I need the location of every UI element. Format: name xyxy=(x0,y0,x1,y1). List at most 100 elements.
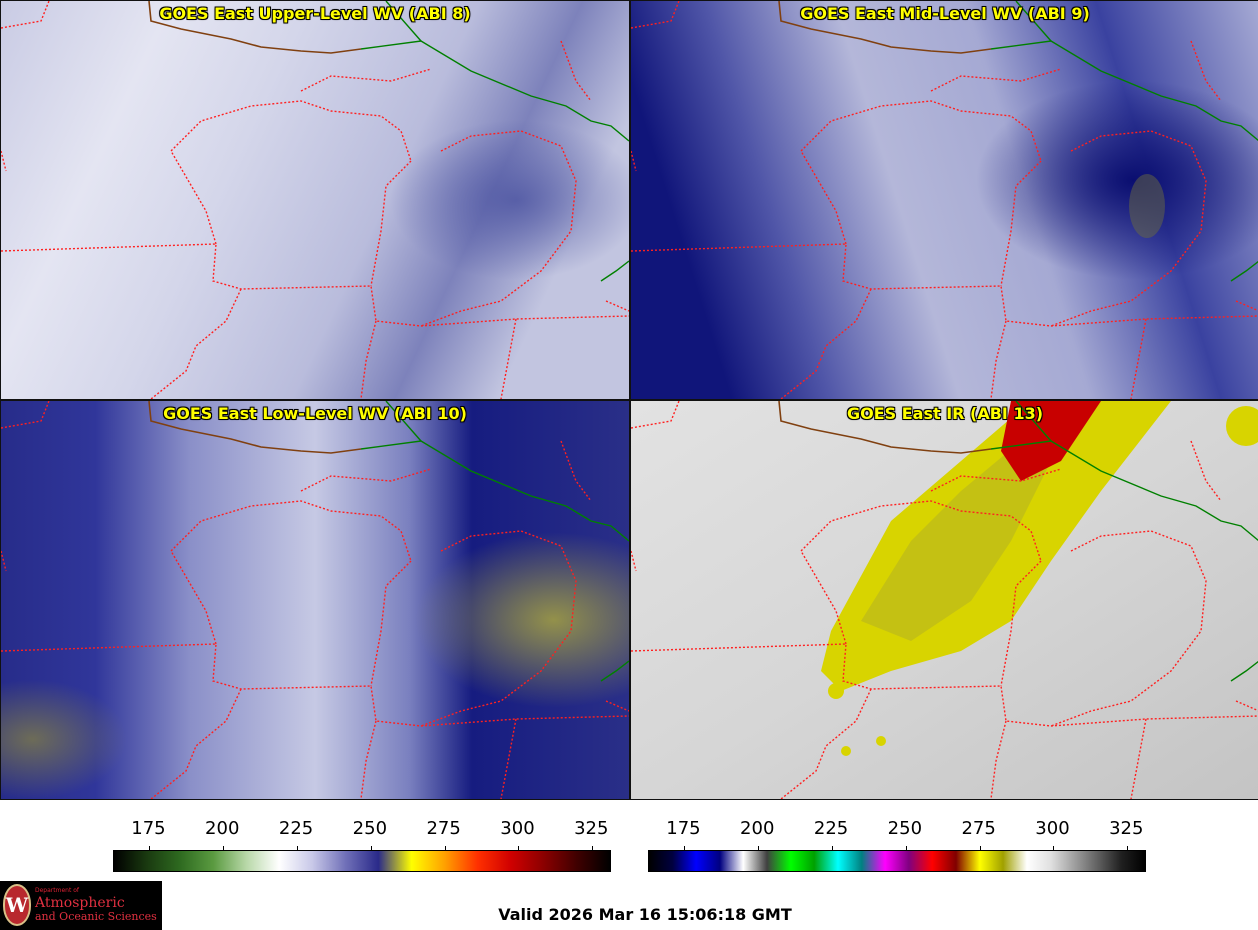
colorbar-tick-label: 175 xyxy=(666,818,701,839)
map-border-line xyxy=(605,300,629,312)
aos-department-logo: W Department of Atmospheric and Oceanic … xyxy=(0,881,162,930)
map-border-line xyxy=(990,440,1258,542)
map-border-line xyxy=(1,1,50,29)
colorbar-tick-label: 300 xyxy=(500,818,535,839)
colorbar-tick-label: 275 xyxy=(961,818,996,839)
map-border-line xyxy=(1015,1,1052,42)
map-border-line xyxy=(990,720,1007,799)
map-border-line xyxy=(631,401,680,429)
logo-line1: Atmospheric xyxy=(35,895,125,911)
colorbar-tick-mark xyxy=(297,846,299,851)
map-border-line xyxy=(150,288,242,399)
colorbar-tick-label: 175 xyxy=(131,818,166,839)
map-border-line xyxy=(370,160,412,287)
map-border-line xyxy=(300,468,432,492)
map-border-line xyxy=(930,468,1062,492)
colorbar-tick-mark xyxy=(1053,846,1055,851)
panel-title: GOES East Mid-Level WV (ABI 9) xyxy=(800,4,1090,23)
map-border-line xyxy=(631,550,637,572)
map-border-line xyxy=(360,40,629,142)
colorbar-tick-label: 275 xyxy=(426,818,461,839)
low-level-wv-imagery xyxy=(1,401,629,799)
panel-mid-level-wv: GOES East Mid-Level WV (ABI 9) xyxy=(631,1,1258,399)
map-border-line xyxy=(1000,560,1042,687)
panel-title: GOES East Low-Level WV (ABI 10) xyxy=(163,404,467,423)
colorbar-tick-mark xyxy=(149,846,151,851)
map-border-line xyxy=(1,150,7,172)
colorbar-tick-mark xyxy=(905,846,907,851)
map-border-line xyxy=(600,260,629,282)
map-border-line xyxy=(1130,318,1147,399)
map-border-line xyxy=(385,1,422,42)
colorbar-tick-label: 250 xyxy=(887,818,923,839)
panel-upper-level-wv: GOES East Upper-Level WV (ABI 8) xyxy=(1,1,629,399)
colorbar-gradient xyxy=(113,846,611,872)
map-border-line xyxy=(360,440,629,542)
map-border-line xyxy=(360,320,377,399)
map-border-line xyxy=(930,68,1062,92)
map-border-line xyxy=(500,718,517,799)
panel-divider-horizontal xyxy=(0,399,1258,401)
map-border-line xyxy=(800,500,1042,645)
map-border-line xyxy=(150,688,242,799)
colorbar-water-vapor: 175 200 225 250 275 300 325 xyxy=(113,800,611,878)
panel-title: GOES East Upper-Level WV (ABI 8) xyxy=(159,4,471,23)
colorbar-tick-label: 225 xyxy=(813,818,849,839)
map-border-line xyxy=(778,401,992,454)
map-border-line xyxy=(1130,718,1147,799)
ir-imagery xyxy=(631,401,1258,799)
map-border-line xyxy=(1050,530,1207,727)
map-border-line xyxy=(1230,660,1258,682)
map-border-line xyxy=(990,320,1007,399)
map-border-line xyxy=(1,401,50,429)
colorbar-tick-mark xyxy=(684,846,686,851)
map-border-line xyxy=(170,500,412,645)
colorbar-tick-mark xyxy=(1127,846,1129,851)
colorbar-tick-mark xyxy=(832,846,834,851)
map-border-line xyxy=(148,401,362,454)
map-border-line xyxy=(500,318,517,399)
map-border-line xyxy=(780,288,872,399)
map-border-line xyxy=(385,401,422,442)
colorbar-tick-mark xyxy=(758,846,760,851)
map-border-line xyxy=(1015,401,1052,442)
colorbar-tick-label: 200 xyxy=(205,818,240,839)
map-border-line xyxy=(780,688,872,799)
mid-level-wv-imagery xyxy=(631,1,1258,399)
colorbar-tick-mark xyxy=(592,846,594,851)
panel-ir: GOES East IR (ABI 13) xyxy=(631,401,1258,799)
map-border-line xyxy=(1235,300,1258,312)
colorbar-tick-mark xyxy=(444,846,446,851)
map-border-line xyxy=(170,100,412,245)
map-border-line xyxy=(1235,700,1258,712)
colorbar-tick-mark xyxy=(370,846,372,851)
map-border-line xyxy=(420,530,577,727)
map-border-line xyxy=(1050,130,1207,327)
map-border-line xyxy=(420,130,577,327)
map-border-line xyxy=(800,100,1042,245)
colorbar-tick-label: 250 xyxy=(352,818,388,839)
map-border-line xyxy=(631,150,637,172)
colorbar-tick-label: 225 xyxy=(278,818,314,839)
map-border-line xyxy=(1000,160,1042,287)
logo-dept-text: Department of xyxy=(35,887,79,894)
uw-crest-icon: W xyxy=(3,884,31,926)
map-border-line xyxy=(370,560,412,687)
map-border-line xyxy=(600,660,629,682)
map-border-line xyxy=(1230,260,1258,282)
map-border-line xyxy=(605,700,629,712)
colorbar-gradient xyxy=(648,846,1146,872)
colorbar-tick-mark xyxy=(979,846,981,851)
colorbar-tick-label: 325 xyxy=(574,818,609,839)
panel-low-level-wv: GOES East Low-Level WV (ABI 10) xyxy=(1,401,629,799)
logo-line2: and Oceanic Sciences xyxy=(35,910,157,923)
colorbar-tick-labels: 175 200 225 250 275 300 325 xyxy=(648,818,1146,842)
colorbar-tick-mark xyxy=(518,846,520,851)
colorbar-tick-label: 300 xyxy=(1035,818,1070,839)
map-border-line xyxy=(300,68,432,92)
colorbar-tick-label: 200 xyxy=(740,818,775,839)
colorbar-tick-mark xyxy=(223,846,225,851)
colorbar-infrared: 175 200 225 250 275 300 325 xyxy=(648,800,1146,878)
panel-title: GOES East IR (ABI 13) xyxy=(846,404,1044,423)
map-border-line xyxy=(148,1,362,54)
